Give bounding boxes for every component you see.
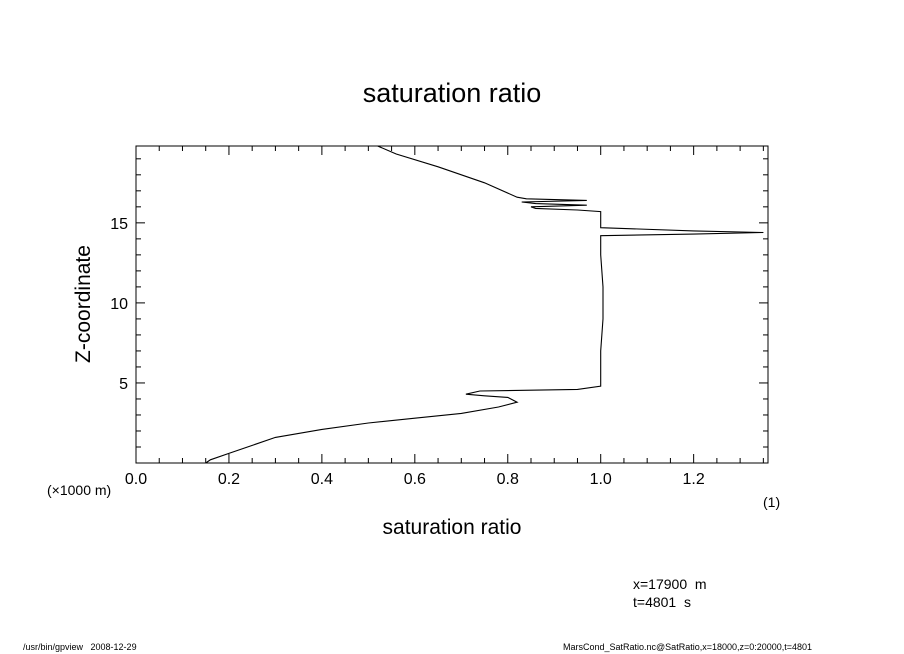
series-line-saturation-ratio xyxy=(205,145,764,464)
t-position-annotation: t=4801 s xyxy=(633,594,691,610)
x-tick-label: 0.6 xyxy=(404,471,426,488)
x-axis-label: saturation ratio xyxy=(382,516,522,539)
chart-title: saturation ratio xyxy=(362,78,542,108)
footer-right-text: MarsCond_SatRatio.nc@SatRatio,x=18000,z=… xyxy=(563,642,813,652)
x-tick-label: 0.8 xyxy=(497,471,519,488)
y-tick-label: 10 xyxy=(110,296,128,313)
x-axis-unit: (1) xyxy=(763,494,781,510)
x-tick-label: 0.4 xyxy=(311,471,333,488)
x-position-annotation: x=17900 m xyxy=(633,576,707,592)
x-tick-label: 0.2 xyxy=(218,471,240,488)
y-tick-label: 15 xyxy=(110,216,128,233)
y-tick-label: 5 xyxy=(119,376,128,393)
axis-tick-labels: 0.0 0.2 0.4 0.6 0.8 1.0 1.2 5 10 15 xyxy=(110,216,705,488)
x-tick-label: 0.0 xyxy=(125,471,147,488)
axis-ticks xyxy=(135,146,768,463)
footer-left-text: /usr/bin/gpview 2008-12-29 xyxy=(23,642,137,652)
y-axis-label: Z-coordinate xyxy=(72,245,95,363)
y-axis-unit: (×1000 m) xyxy=(47,482,112,498)
plot-frame xyxy=(135,145,769,464)
x-tick-label: 1.2 xyxy=(683,471,705,488)
x-tick-label: 1.0 xyxy=(590,471,612,488)
